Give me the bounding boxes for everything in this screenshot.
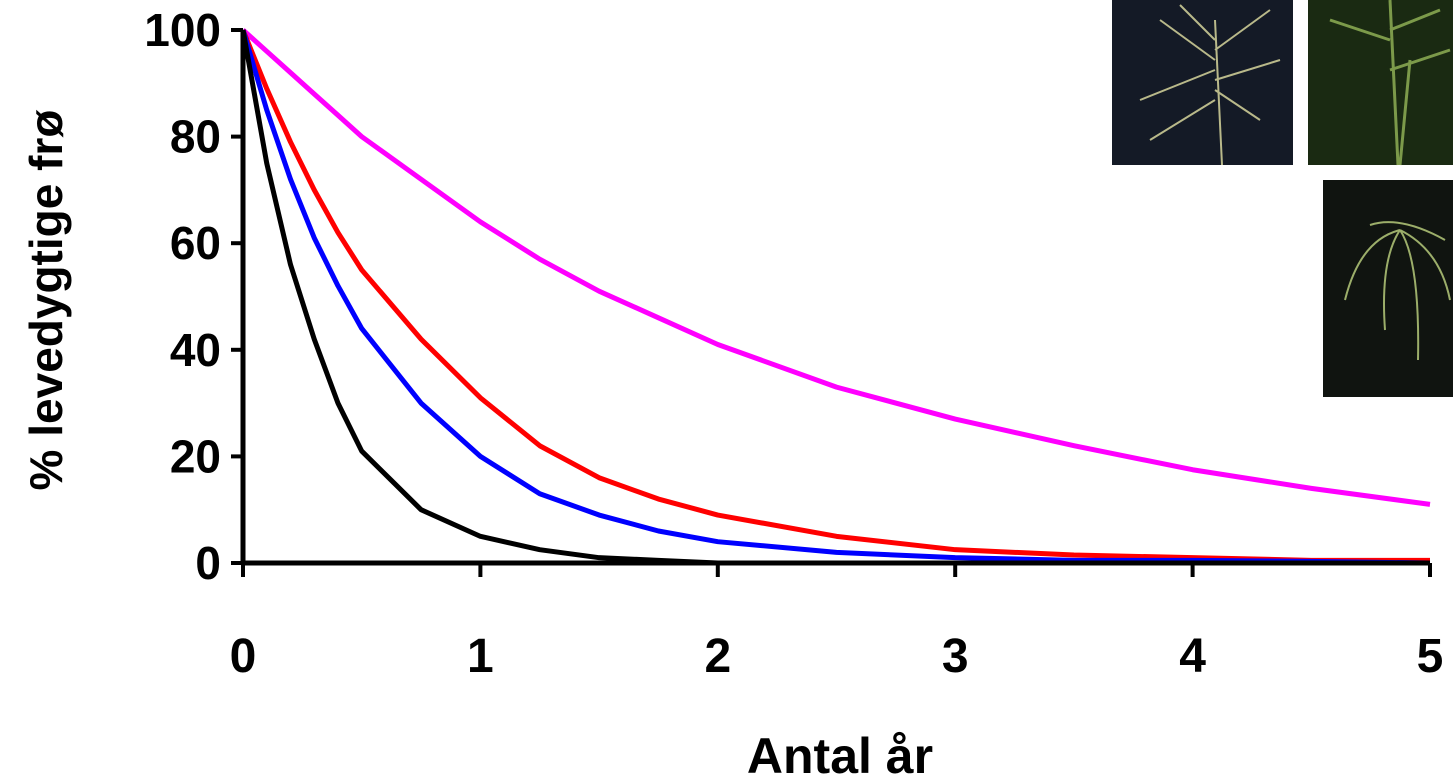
x-tick-label: 4 bbox=[1179, 630, 1206, 683]
photo bbox=[1112, 0, 1293, 165]
photo-plant bbox=[1139, 4, 1281, 166]
x-axis-label: Antal år bbox=[747, 728, 933, 781]
y-tick-label: 60 bbox=[170, 217, 221, 269]
y-tick-label: 20 bbox=[170, 430, 221, 482]
x-tick-label: 0 bbox=[230, 630, 257, 683]
y-tick-label: 40 bbox=[170, 324, 221, 376]
y-tick-label: 0 bbox=[195, 537, 221, 589]
photos bbox=[1112, 0, 1453, 397]
x-tick-label: 1 bbox=[467, 630, 494, 683]
data-line bbox=[241, 28, 1431, 507]
x-tick-label: 2 bbox=[704, 630, 731, 683]
y-tick-label: 100 bbox=[144, 4, 221, 56]
y-axis-label: % levedygtige frø bbox=[20, 110, 72, 491]
y-tick-label: 80 bbox=[170, 111, 221, 163]
data-line bbox=[240, 29, 1431, 566]
x-tick-label: 5 bbox=[1417, 630, 1444, 683]
data-line bbox=[240, 29, 1430, 563]
photo-plant bbox=[1344, 221, 1451, 361]
photo-plant bbox=[1329, 0, 1451, 166]
photo bbox=[1323, 180, 1453, 397]
x-tick-label: 3 bbox=[942, 630, 969, 683]
photo bbox=[1308, 0, 1453, 165]
